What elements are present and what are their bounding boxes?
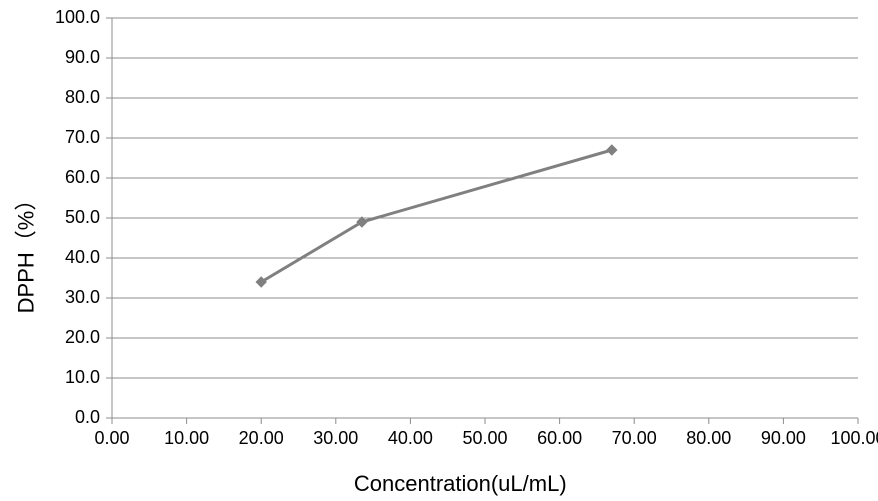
line-chart: 0.0 10.0 20.0 30.0 40.0 50.0 60.0 70.0 80.0 90.0 1…	[0, 0, 878, 501]
x-tick-label: 50.00	[462, 428, 507, 448]
y-tick-label: 100.0	[55, 7, 100, 27]
x-tick-label: 70.00	[612, 428, 657, 448]
y-tick-label: 0.0	[75, 407, 100, 427]
y-tick-label: 70.0	[65, 127, 100, 147]
x-tick-label: 60.00	[537, 428, 582, 448]
y-tick-label: 40.0	[65, 247, 100, 267]
x-tick-label: 30.00	[313, 428, 358, 448]
y-tick-label: 90.0	[65, 47, 100, 67]
y-tick-label: 10.0	[65, 367, 100, 387]
x-axis-label: Concentration(uL/mL)	[354, 471, 567, 497]
y-tick-label: 50.0	[65, 207, 100, 227]
y-tick-label: 20.0	[65, 327, 100, 347]
x-tick-label: 90.00	[761, 428, 806, 448]
x-tick-label: 100.00	[830, 428, 878, 448]
chart-bg	[0, 0, 878, 501]
x-tick-label: 20.00	[239, 428, 284, 448]
x-tick-label: 10.00	[164, 428, 209, 448]
y-axis-label: DPPH（%）	[8, 188, 40, 313]
chart-container: DPPH（%） Concentration(uL/mL) 0.0 10.0 20.0…	[0, 0, 878, 501]
y-tick-label: 80.0	[65, 87, 100, 107]
x-tick-label: 40.00	[388, 428, 433, 448]
x-tick-label: 0.00	[94, 428, 129, 448]
x-tick-label: 80.00	[686, 428, 731, 448]
y-tick-label: 30.0	[65, 287, 100, 307]
y-tick-label: 60.0	[65, 167, 100, 187]
